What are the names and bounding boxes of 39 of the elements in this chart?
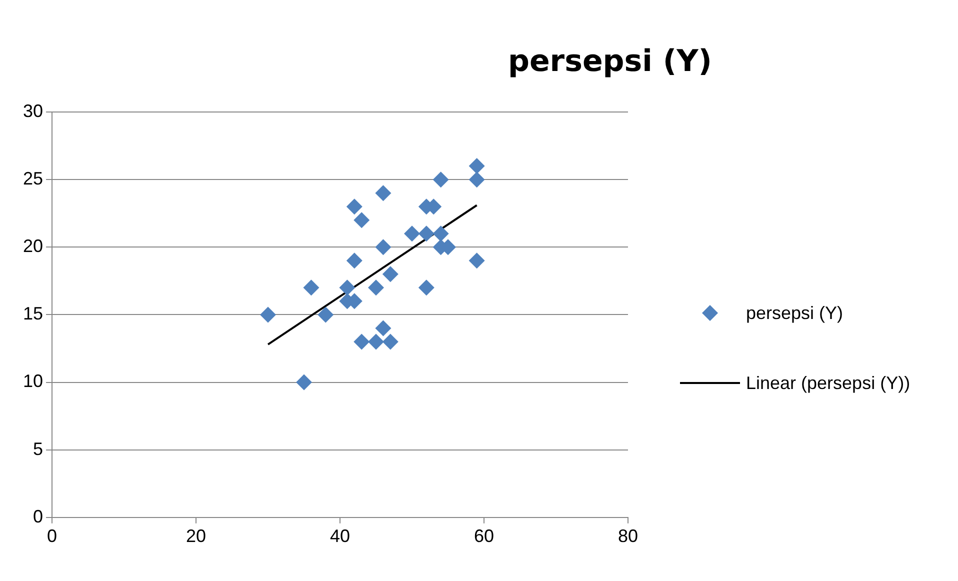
y-tick-label: 15 — [22, 304, 44, 324]
point — [404, 226, 420, 242]
x-tick-label: 60 — [474, 526, 494, 546]
point — [346, 198, 362, 215]
point — [468, 252, 485, 269]
legend-label: persepsi (Y) — [746, 302, 844, 324]
x-tick-label: 0 — [47, 526, 58, 546]
point — [418, 280, 434, 296]
y-tick-label: 20 — [22, 236, 44, 256]
x-tick-label: 20 — [186, 526, 206, 546]
point — [468, 158, 485, 174]
point — [382, 266, 398, 282]
point — [303, 280, 320, 296]
legend-label: Linear (persepsi (Y)) — [746, 372, 910, 394]
point — [354, 334, 370, 350]
point — [432, 172, 449, 188]
point — [296, 374, 312, 390]
point — [382, 334, 398, 350]
point — [346, 252, 362, 269]
point — [368, 334, 384, 350]
point — [418, 226, 434, 242]
x-tick-label: 80 — [618, 526, 638, 546]
point — [432, 226, 449, 242]
point — [260, 306, 276, 323]
y-tick-label: 30 — [22, 100, 44, 121]
y-tick-label: 5 — [33, 438, 44, 459]
y-tick-label: 25 — [22, 168, 44, 189]
point — [354, 212, 370, 228]
point — [375, 239, 392, 256]
point — [375, 320, 392, 336]
point — [339, 280, 356, 296]
point — [468, 172, 485, 188]
chart-title: persepsi (Y) — [506, 44, 714, 79]
point — [318, 306, 334, 323]
y-tick-label: 0 — [33, 506, 44, 526]
point — [368, 280, 384, 296]
y-tick-label: 10 — [22, 371, 44, 392]
x-tick-label: 40 — [330, 526, 350, 546]
point — [375, 185, 392, 202]
